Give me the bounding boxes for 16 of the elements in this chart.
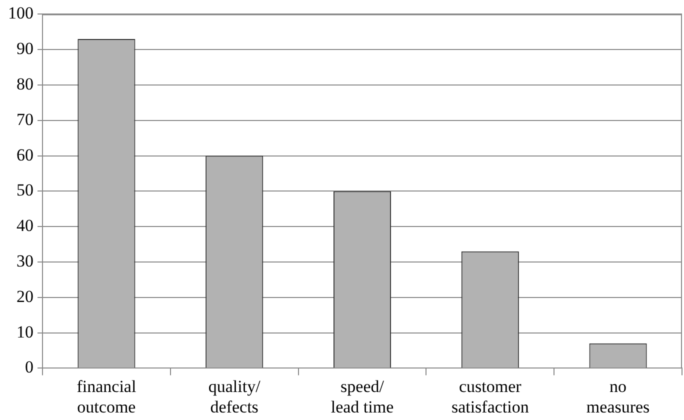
y-tick-label: 70 (16, 110, 34, 129)
y-tick-label: 10 (16, 322, 34, 342)
y-tick-label: 0 (25, 358, 34, 377)
x-tick-label: financial outcome (76, 376, 136, 416)
y-tick-label: 30 (16, 251, 34, 270)
y-tick-label: 40 (16, 216, 34, 236)
x-tick-label: no measures (586, 376, 650, 416)
x-tick-label: customer satisfaction (451, 376, 530, 416)
x-tick-label: speed/ lead time (330, 376, 394, 416)
y-tick-label: 90 (16, 39, 34, 58)
x-tick-label: quality/ defects (208, 376, 261, 416)
y-tick-label: 80 (16, 74, 34, 94)
y-tick-label: 50 (16, 180, 34, 200)
y-tick-label: 100 (8, 4, 34, 23)
y-tick-label: 20 (16, 286, 34, 306)
y-tick-label: 60 (16, 145, 34, 164)
